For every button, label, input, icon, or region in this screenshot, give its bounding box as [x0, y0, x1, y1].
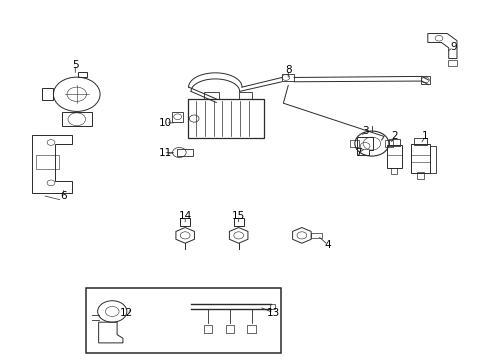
Text: 1: 1: [421, 131, 428, 141]
Bar: [282, 74, 294, 81]
Bar: [61, 112, 92, 126]
Bar: [233, 218, 243, 226]
Text: 5: 5: [72, 60, 79, 70]
Bar: [390, 168, 396, 174]
Text: 2: 2: [390, 131, 397, 141]
Bar: [203, 92, 218, 99]
Bar: [447, 60, 456, 66]
Text: 11: 11: [159, 148, 172, 158]
Bar: [188, 99, 263, 138]
Text: 6: 6: [60, 191, 67, 201]
Bar: [239, 92, 251, 99]
Bar: [410, 144, 429, 173]
Text: 14: 14: [178, 211, 191, 221]
Text: 12: 12: [120, 308, 133, 318]
Text: 4: 4: [324, 240, 331, 250]
Bar: [269, 303, 274, 309]
Bar: [386, 145, 401, 168]
Bar: [78, 72, 87, 77]
Bar: [310, 233, 321, 238]
Bar: [384, 140, 392, 148]
Bar: [416, 172, 424, 179]
Bar: [247, 325, 256, 333]
Bar: [177, 149, 193, 157]
Bar: [180, 218, 190, 226]
Bar: [388, 139, 399, 146]
Bar: [36, 155, 59, 169]
Bar: [172, 112, 183, 122]
Bar: [420, 76, 429, 84]
Text: 7: 7: [354, 148, 361, 158]
Bar: [225, 325, 234, 333]
Bar: [413, 138, 427, 145]
Text: 13: 13: [266, 308, 280, 318]
Text: 3: 3: [361, 126, 367, 136]
Bar: [350, 140, 359, 148]
Bar: [203, 325, 212, 333]
Text: 9: 9: [449, 42, 456, 52]
Bar: [86, 288, 281, 352]
Text: 10: 10: [159, 118, 172, 128]
Text: 15: 15: [232, 211, 245, 221]
Text: 8: 8: [285, 65, 291, 75]
